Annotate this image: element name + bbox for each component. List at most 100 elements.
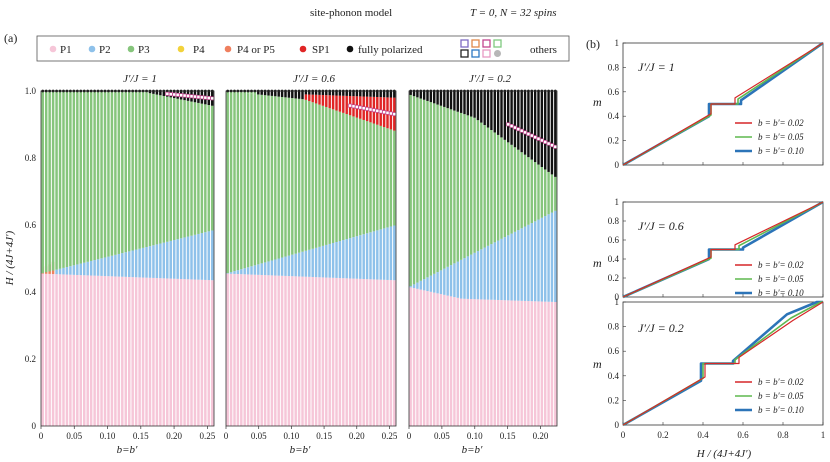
phase-cell — [186, 100, 190, 237]
phase-cell — [530, 159, 533, 224]
phase-cell — [257, 264, 260, 275]
phase-cell — [507, 235, 510, 301]
phase-cell — [493, 242, 496, 300]
others-point — [519, 128, 524, 133]
phase-cell — [436, 91, 439, 105]
phase-cell — [155, 278, 159, 426]
phase-cell — [270, 275, 274, 426]
phase-cell — [253, 91, 257, 95]
panel-a-ylabel: H / (4J+4J′) — [4, 230, 16, 286]
phase-cell — [537, 219, 540, 302]
plot-frame — [40, 90, 215, 427]
phase-cell — [416, 97, 419, 283]
phase-cell — [554, 301, 557, 426]
phase-cell — [393, 225, 396, 281]
phase-cell — [496, 299, 500, 426]
phase-cell — [466, 256, 470, 299]
phase-cell — [69, 274, 72, 426]
phase-cell — [270, 91, 274, 96]
phase-cell — [493, 132, 496, 243]
phase-cell — [379, 279, 382, 426]
phase-cell — [426, 291, 429, 426]
phase-cell — [226, 273, 229, 274]
phase-cell — [466, 115, 470, 257]
others-point — [392, 112, 397, 117]
phase-cell — [284, 275, 287, 426]
phase-cell — [490, 299, 493, 426]
phase-cell — [304, 250, 308, 277]
series-line — [622, 201, 824, 298]
phase-cell — [436, 104, 439, 273]
phase-cell — [476, 251, 480, 300]
ytick-label: 0.8 — [25, 153, 37, 163]
phase-cell — [197, 102, 200, 234]
phase-cell — [291, 276, 294, 426]
phase-cell — [65, 91, 69, 268]
subplot-b-jj06-plot: 0 0.2 0.4 0.6 0.8 1 — [608, 197, 824, 302]
phase-cell — [114, 276, 117, 426]
phase-cell — [72, 274, 76, 426]
legend-others-marker — [460, 39, 469, 48]
others-point — [361, 106, 366, 111]
phase-cell — [389, 91, 393, 98]
phase-cell — [342, 112, 345, 241]
ytick-label: 0.4 — [608, 254, 620, 264]
phase-cell — [145, 92, 148, 248]
phase-cell — [141, 277, 145, 426]
legend-marker-p45 — [224, 45, 232, 53]
phase-cell — [291, 254, 294, 277]
phase-cell — [138, 277, 141, 426]
phase-cell — [422, 290, 426, 426]
phase-cell — [365, 121, 369, 234]
phase-cell — [190, 235, 193, 280]
subplot-b-jj02-ylabel: m — [593, 357, 602, 371]
phase-cell — [433, 91, 436, 104]
phase-cell — [314, 247, 318, 278]
phase-cell — [517, 149, 520, 231]
xtick-label: 0 — [39, 431, 44, 441]
phase-cell — [331, 242, 335, 278]
subplot-b-jj02-legend: b = b′= 0.02 b = b′= 0.05 b = b′= 0.10 — [735, 377, 804, 415]
legend-label-p1: P1 — [60, 44, 72, 56]
phase-cell — [372, 279, 376, 426]
phase-cell — [260, 274, 263, 426]
phase-cell — [486, 91, 490, 128]
phase-cell — [550, 91, 554, 175]
phase-cell — [338, 278, 342, 426]
phase-cell — [89, 260, 93, 276]
phase-cell — [530, 301, 533, 426]
phase-cell — [520, 152, 523, 229]
phase-cell — [486, 245, 490, 300]
phase-cell — [476, 299, 480, 426]
panel-a: H / (4J+4J′) 0 0.2 0.4 0.6 0.8 1.0 J′/J = 1 0… — [4, 73, 558, 456]
subplot-b-jj06-legend: b = b′= 0.02 b = b′= 0.05 b = b′= 0.10 — [735, 260, 804, 298]
phase-cell — [55, 91, 58, 270]
phase-cell — [483, 247, 486, 300]
subplot-a-jj1: J′/J = 1 0 0.05 0.10 0.15 0.20 0.25 b=b′ — [39, 73, 216, 456]
phase-cell — [148, 93, 152, 247]
phase-cell — [386, 227, 389, 280]
phase-cell — [513, 231, 517, 301]
phase-cell — [89, 275, 93, 426]
phase-cell — [284, 256, 287, 276]
phase-cell — [211, 280, 214, 426]
phase-cell — [107, 276, 110, 426]
phase-cell — [287, 97, 291, 256]
phase-cell — [138, 248, 141, 278]
phase-cell — [155, 244, 159, 279]
legend-others-marker — [482, 49, 491, 58]
ytick-label: 0.2 — [25, 354, 36, 364]
phase-cell — [446, 295, 449, 426]
phase-cell — [186, 236, 190, 280]
phase-cell — [338, 111, 342, 242]
subplot-a-jj1-xticks: 0 0.05 0.10 0.15 0.20 0.25 — [39, 426, 216, 441]
phase-cell — [250, 274, 253, 426]
phase-cell — [96, 275, 100, 426]
phase-cell — [338, 95, 342, 112]
phase-cell — [127, 276, 131, 426]
phase-cell — [127, 92, 131, 252]
series-line — [622, 42, 824, 166]
phase-cell — [365, 279, 369, 426]
phase-cell — [155, 91, 159, 95]
phase-cell — [62, 267, 65, 275]
